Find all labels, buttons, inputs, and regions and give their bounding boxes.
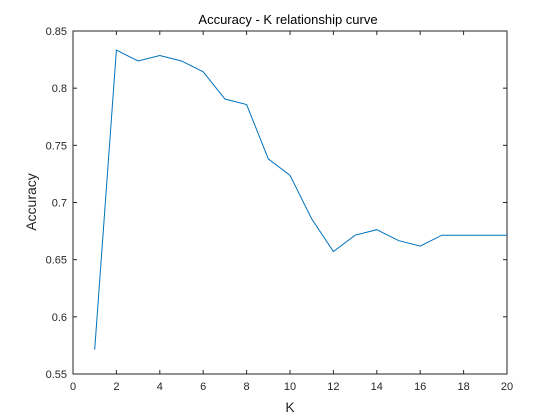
y-axis-label: Accuracy [23, 173, 39, 231]
y-axis: 0.55 0.6 0.65 0.7 0.75 0.8 0.85 [46, 26, 507, 381]
y-tick-label: 0.55 [46, 369, 67, 381]
y-tick-label: 0.65 [46, 255, 67, 267]
x-axis-label: K [285, 399, 295, 415]
x-tick-label: 16 [414, 381, 426, 393]
x-tick-label: 20 [501, 381, 513, 393]
series-layer [94, 49, 507, 350]
x-tick-label: 2 [113, 381, 119, 393]
y-tick-label: 0.7 [52, 198, 67, 210]
x-tick-label: 14 [371, 381, 383, 393]
x-tick-label: 12 [327, 381, 339, 393]
y-tick-label: 0.75 [46, 140, 67, 152]
x-axis: 0 2 4 6 8 10 12 14 16 18 20 [70, 31, 513, 393]
y-tick-label: 0.6 [52, 312, 67, 324]
x-tick-label: 8 [244, 381, 250, 393]
x-tick-label: 18 [457, 381, 469, 393]
chart-title: Accuracy - K relationship curve [198, 12, 377, 27]
x-tick-label: 6 [200, 381, 206, 393]
x-tick-label: 4 [157, 381, 163, 393]
accuracy-series-line [94, 49, 507, 350]
plot-area [72, 30, 508, 375]
x-tick-label: 10 [284, 381, 296, 393]
y-tick-label: 0.8 [52, 83, 67, 95]
x-tick-label: 0 [70, 381, 76, 393]
y-tick-label: 0.85 [46, 26, 67, 38]
